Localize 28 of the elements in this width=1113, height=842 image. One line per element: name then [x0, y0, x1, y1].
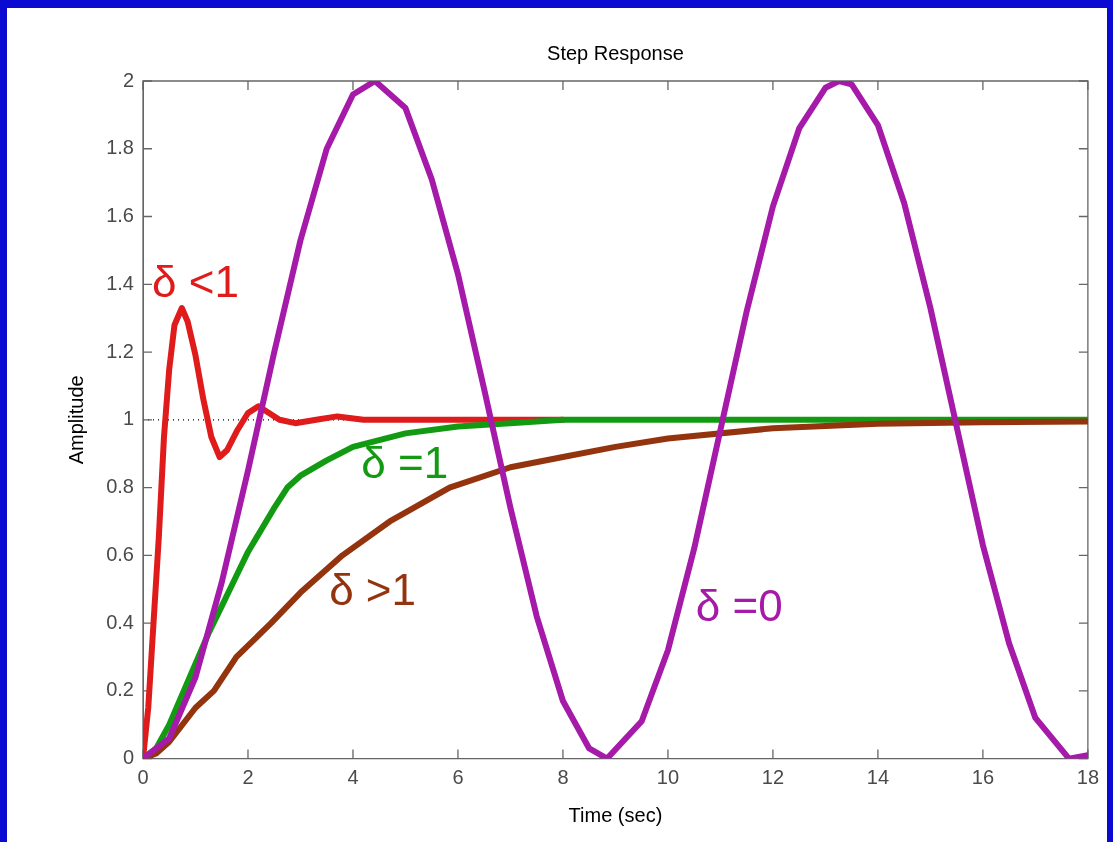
chart-title: Step Response — [547, 41, 684, 64]
y-tick-label: 0.4 — [106, 610, 134, 633]
y-axis-title: Amplitude — [64, 375, 87, 465]
y-tick-label: 2 — [122, 68, 134, 91]
y-tick-label: 1.6 — [106, 204, 134, 227]
x-tick-label: 2 — [242, 766, 254, 789]
x-tick-label: 4 — [347, 766, 359, 789]
y-tick-label: 1.2 — [106, 339, 134, 362]
x-axis-title: Time (sec) — [568, 803, 663, 826]
x-tick-label: 8 — [557, 766, 569, 789]
y-tick-label: 0.6 — [106, 542, 134, 565]
y-tick-label: 1.8 — [106, 136, 134, 159]
x-tick-label: 14 — [866, 766, 890, 789]
y-tick-label: 1 — [122, 407, 134, 430]
x-tick-label: 10 — [656, 766, 680, 789]
y-tick-label: 0.2 — [106, 678, 134, 701]
x-tick-label: 16 — [971, 766, 995, 789]
x-tick-label: 0 — [137, 766, 149, 789]
x-tick-label: 18 — [1076, 766, 1099, 789]
y-tick-label: 1.4 — [106, 271, 134, 294]
series-label: δ <1 — [151, 257, 239, 307]
series-label: δ >1 — [329, 565, 417, 615]
x-tick-label: 6 — [452, 766, 464, 789]
series-label: δ =0 — [695, 580, 783, 630]
y-tick-label: 0.8 — [106, 475, 134, 498]
y-tick-label: 0 — [122, 746, 134, 769]
x-tick-label: 12 — [761, 766, 785, 789]
series-label: δ =1 — [361, 438, 449, 488]
